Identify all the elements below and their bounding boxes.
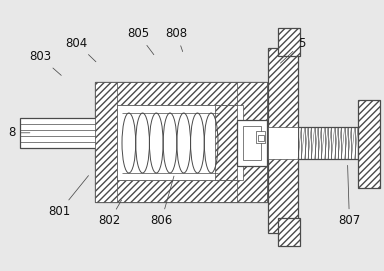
Bar [358, 100, 380, 188]
Text: 802: 802 [98, 200, 121, 227]
Bar [95, 82, 267, 202]
Bar [278, 218, 300, 246]
Text: 807: 807 [338, 165, 361, 227]
Text: 806: 806 [150, 176, 174, 227]
Bar [298, 127, 358, 159]
Bar [256, 131, 265, 143]
Text: 808: 808 [166, 27, 188, 51]
Text: 8: 8 [8, 126, 30, 139]
Text: 805: 805 [127, 27, 154, 55]
Bar [258, 135, 264, 141]
Text: 801: 801 [48, 176, 88, 218]
Bar [95, 82, 267, 105]
Bar [268, 127, 298, 159]
Bar [117, 105, 243, 180]
Bar [215, 105, 237, 180]
Bar [20, 118, 98, 148]
Bar [237, 82, 267, 202]
Bar [95, 180, 267, 202]
Bar [278, 28, 300, 56]
Text: 5: 5 [280, 37, 305, 63]
Bar [95, 82, 117, 202]
Bar [268, 48, 298, 233]
Bar [243, 126, 261, 160]
Text: 803: 803 [29, 50, 61, 75]
Text: 804: 804 [66, 37, 96, 62]
Bar [237, 120, 267, 166]
